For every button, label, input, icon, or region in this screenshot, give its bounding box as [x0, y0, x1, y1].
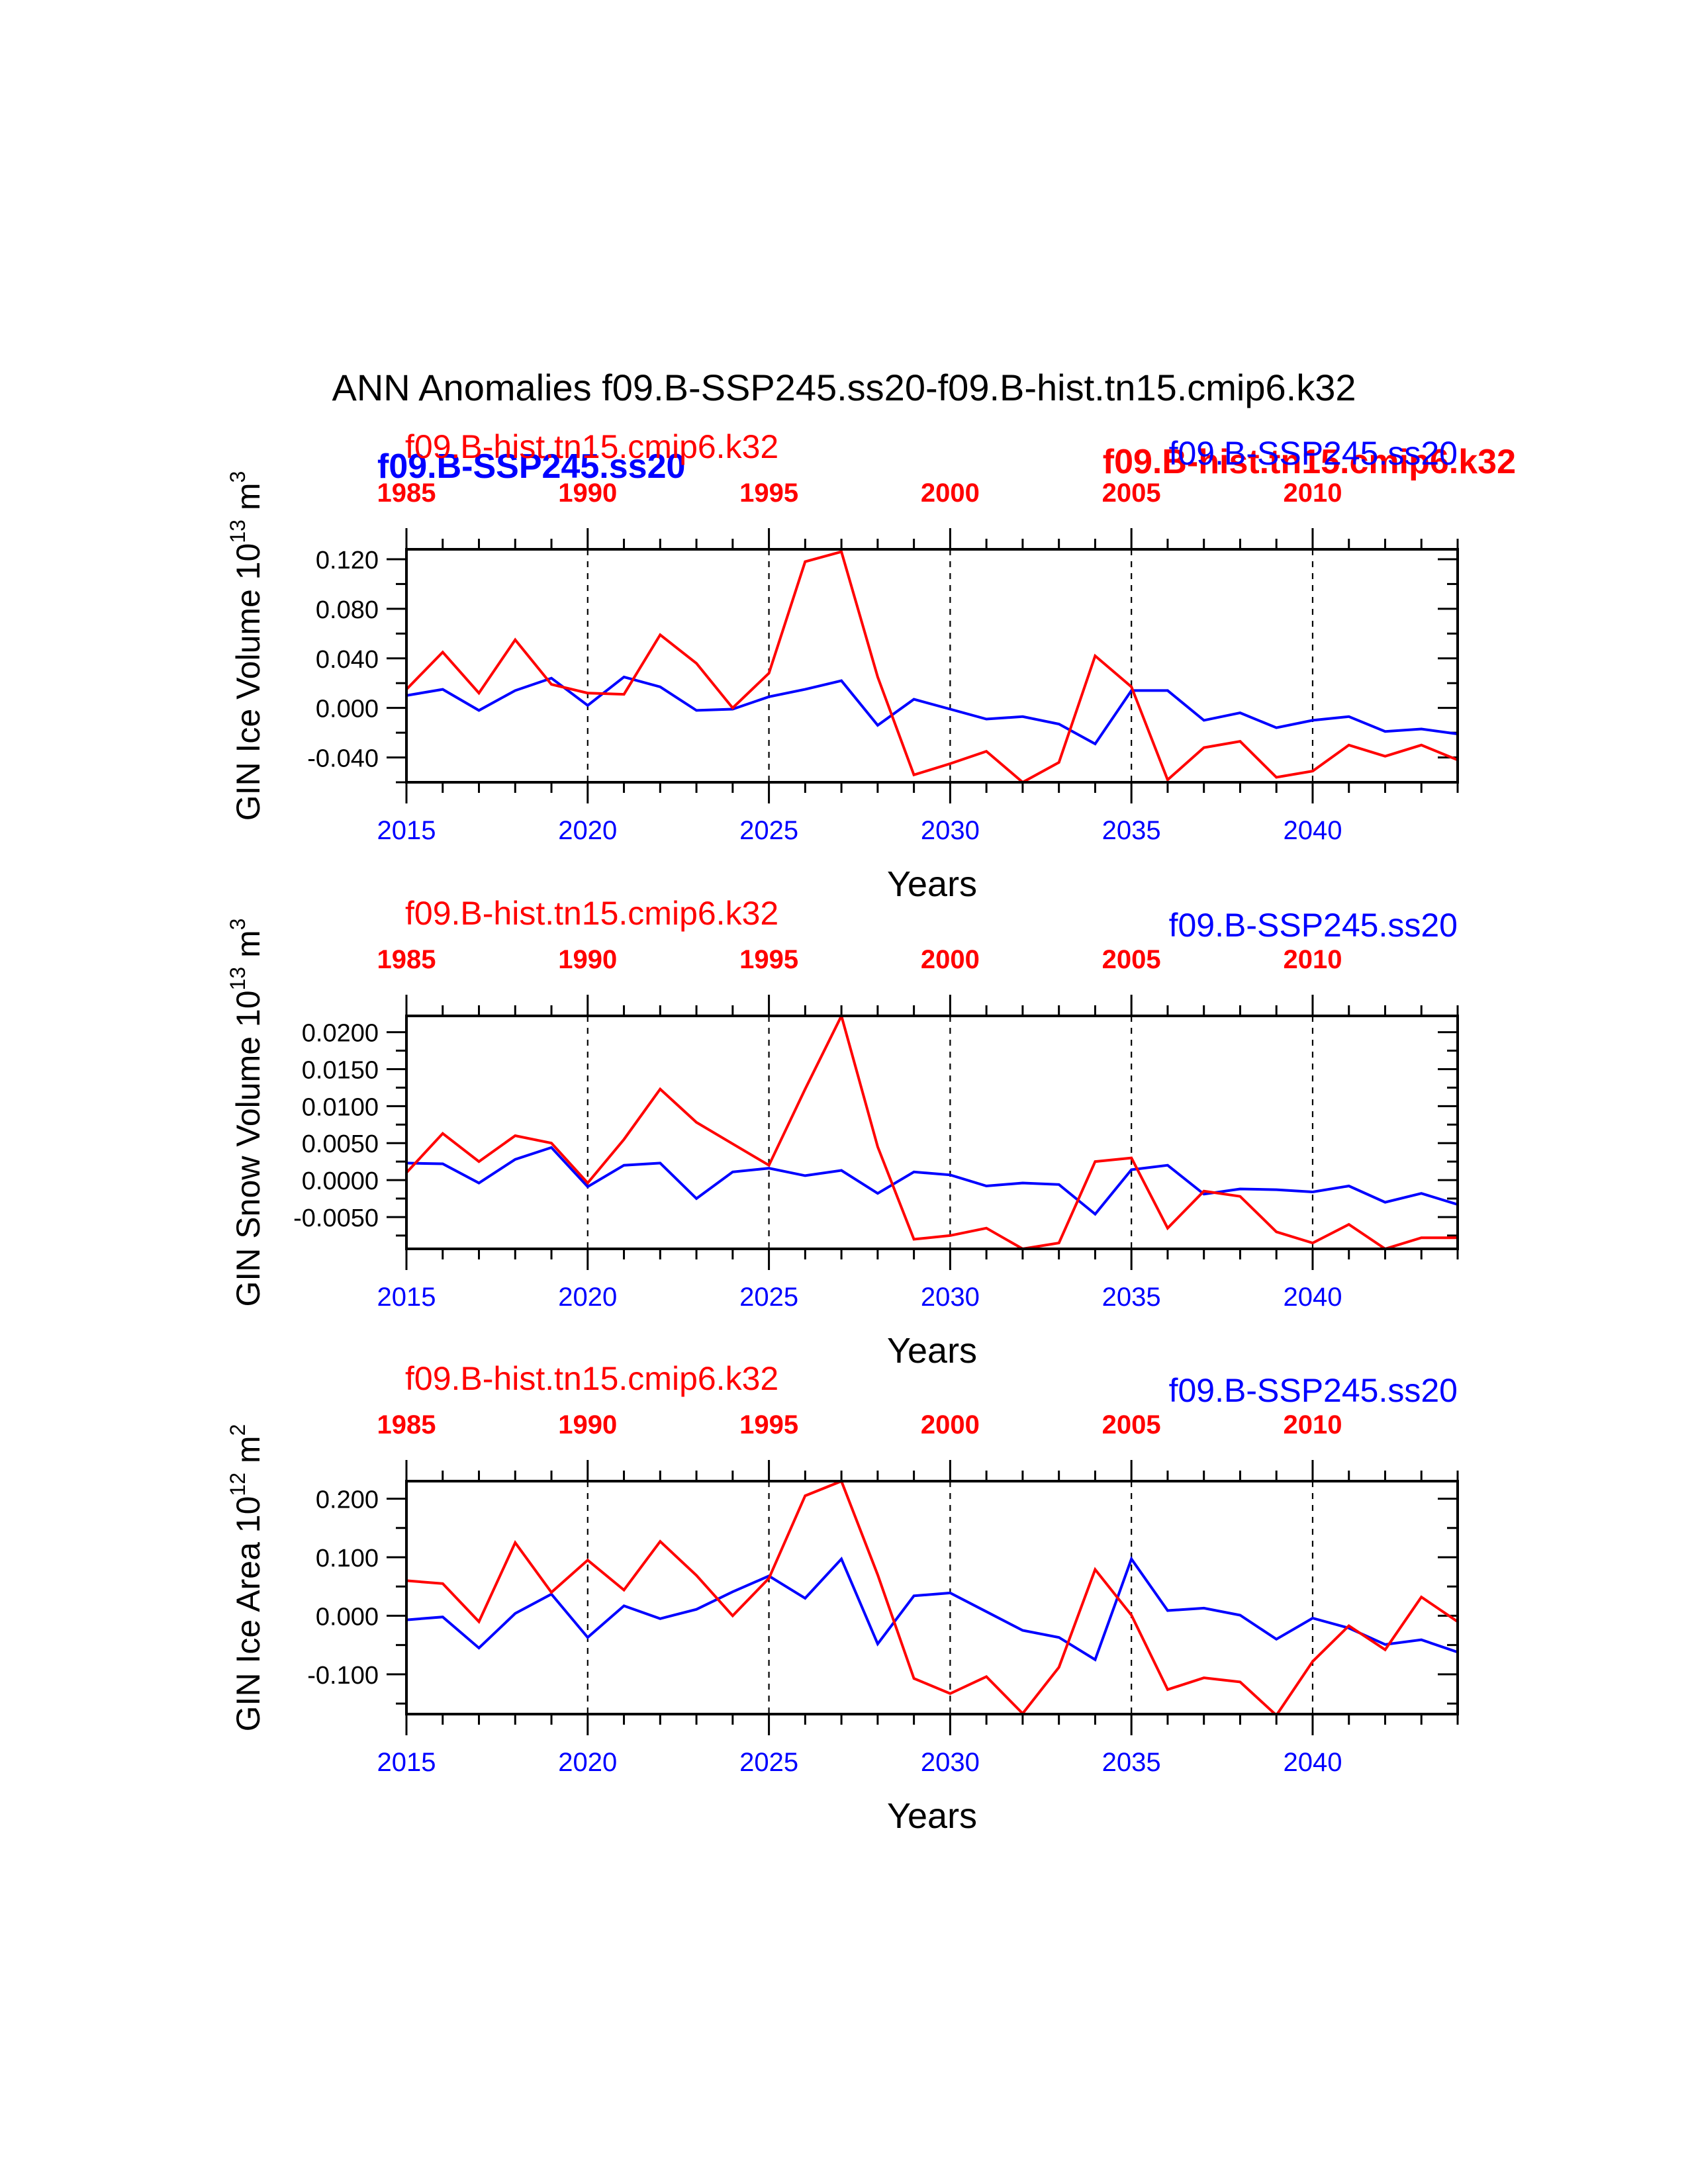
y-axis-title-unit: m: [230, 1435, 267, 1473]
y-axis-title-unit: m: [230, 483, 267, 520]
x-tick-label-bottom: 2015: [377, 1748, 436, 1777]
y-axis-title: GIN Ice Volume 1013 m3: [226, 471, 267, 821]
x-tick-label-top: 1990: [558, 945, 617, 974]
overlay-label-ssp245: f09.B-SSP245.ss20: [377, 447, 685, 486]
x-tick-label-bottom: 2040: [1283, 816, 1342, 845]
x-tick-label-top: 2000: [921, 478, 980, 508]
overlay-label-hist: f09.B-hist.tn15.cmip6.k32: [1103, 443, 1516, 481]
y-tick-label: 0.0050: [302, 1130, 379, 1158]
y-axis-title-exponent: 13: [226, 967, 250, 991]
y-tick-label: 0.0150: [302, 1056, 379, 1084]
series-line-hist: [406, 1016, 1458, 1249]
y-axis-title-main: GIN Ice Area 10: [230, 1496, 267, 1732]
y-axis-title-exponent: 12: [226, 1473, 250, 1496]
x-tick-label-top: 2010: [1283, 478, 1342, 508]
chart-panel-3: -0.100 0.000 0.100 0.200 2015 2020 2025 2030 203…: [226, 1360, 1459, 1836]
series-line-hist: [406, 550, 1458, 782]
x-tick-label-top: 1995: [739, 478, 798, 508]
y-tick-label: 0.040: [316, 646, 379, 674]
x-tick-label-bottom: 2025: [739, 1748, 798, 1777]
y-axis-title-exponent: 13: [226, 520, 250, 543]
y-tick-label: 0.0000: [302, 1167, 379, 1195]
x-axis-title: Years: [887, 1331, 977, 1371]
x-tick-label-bottom: 2035: [1102, 816, 1161, 845]
x-tick-label-bottom: 2020: [558, 1748, 617, 1777]
x-tick-label-bottom: 2020: [558, 1283, 617, 1312]
x-tick-label-top: 2005: [1102, 1410, 1161, 1439]
y-tick-label: 0.120: [316, 547, 379, 574]
y-tick-label: 0.000: [316, 1603, 379, 1631]
y-axis-title-unit-exponent: 2: [226, 1424, 250, 1436]
plot-frame: [405, 1015, 1459, 1250]
x-tick-label-bottom: 2025: [739, 1283, 798, 1312]
x-tick-label-bottom: 2015: [377, 816, 436, 845]
y-tick-label: 0.0100: [302, 1093, 379, 1121]
x-tick-label-top: 2005: [1102, 478, 1161, 508]
x-tick-label-top: 2000: [921, 1410, 980, 1439]
series-line-ssp245: [406, 1146, 1458, 1216]
y-tick-label: -0.0050: [293, 1205, 379, 1232]
x-tick-label-top: 1985: [377, 478, 436, 508]
y-tick-label: 0.0200: [302, 1020, 379, 1048]
y-axis-title-unit-exponent: 3: [226, 919, 250, 931]
y-tick-label: 0.000: [316, 696, 379, 723]
x-tick-label-bottom: 2015: [377, 1283, 436, 1312]
panel-right-label: f09.B-SSP245.ss20: [1169, 435, 1458, 472]
y-axis-title: GIN Ice Area 1012 m2: [226, 1424, 267, 1732]
y-axis-title-main: GIN Snow Volume 10: [230, 990, 267, 1306]
y-tick-label: -0.100: [307, 1662, 379, 1690]
series-line-ssp245: [406, 675, 1458, 746]
series-line-hist: [406, 1481, 1458, 1714]
x-tick-label-top: 2005: [1102, 945, 1161, 974]
chart-panel-1: -0.040 0.000 0.040 0.080 0.120 2015 2020 2025 20…: [226, 428, 1459, 904]
x-tick-label-bottom: 2020: [558, 816, 617, 845]
y-tick-label: 0.100: [316, 1545, 379, 1572]
x-tick-label-top: 1995: [739, 1410, 798, 1439]
x-tick-label-bottom: 2035: [1102, 1748, 1161, 1777]
series-line-ssp245: [406, 1556, 1458, 1662]
y-tick-label: -0.040: [307, 745, 379, 773]
y-axis-title: GIN Snow Volume 1013 m3: [226, 919, 267, 1307]
y-axis-title-unit-exponent: 3: [226, 471, 250, 483]
x-tick-label-bottom: 2035: [1102, 1283, 1161, 1312]
x-tick-label-top: 2010: [1283, 945, 1342, 974]
x-tick-label-bottom: 2040: [1283, 1283, 1342, 1312]
y-axis-title-unit: m: [230, 930, 267, 967]
x-tick-label-top: 2000: [921, 945, 980, 974]
plot-frame: [405, 1480, 1459, 1715]
x-tick-label-bottom: 2025: [739, 816, 798, 845]
panel-left-label: f09.B-hist.tn15.cmip6.k32: [405, 895, 778, 932]
y-tick-label: 0.080: [316, 596, 379, 624]
x-tick-label-top: 1990: [558, 1410, 617, 1439]
x-tick-label-bottom: 2030: [921, 1283, 980, 1312]
x-tick-label-top: 1985: [377, 1410, 436, 1439]
x-tick-label-bottom: 2030: [921, 1748, 980, 1777]
panel-left-label: f09.B-hist.tn15.cmip6.k32: [405, 428, 778, 465]
y-axis-title-main: GIN Ice Volume 10: [230, 543, 267, 821]
x-tick-label-top: 1990: [558, 478, 617, 508]
x-tick-label-top: 1985: [377, 945, 436, 974]
x-axis-title: Years: [887, 864, 977, 904]
x-tick-label-bottom: 2030: [921, 816, 980, 845]
panel-right-label: f09.B-SSP245.ss20: [1169, 907, 1458, 944]
x-axis-title: Years: [887, 1796, 977, 1836]
chart-panel-2: -0.0050 0.0000 0.0050 0.0100 0.0150 0.0200 201…: [226, 895, 1459, 1371]
x-tick-label-bottom: 2040: [1283, 1748, 1342, 1777]
figure-title: ANN Anomalies f09.B-SSP245.ss20-f09.B-hi…: [332, 367, 1356, 408]
plot-frame: [405, 548, 1459, 784]
x-tick-label-top: 2010: [1283, 1410, 1342, 1439]
panel-right-label: f09.B-SSP245.ss20: [1169, 1372, 1458, 1409]
panel-left-label: f09.B-hist.tn15.cmip6.k32: [405, 1360, 778, 1397]
x-tick-label-top: 1995: [739, 945, 798, 974]
y-tick-label: 0.200: [316, 1486, 379, 1514]
